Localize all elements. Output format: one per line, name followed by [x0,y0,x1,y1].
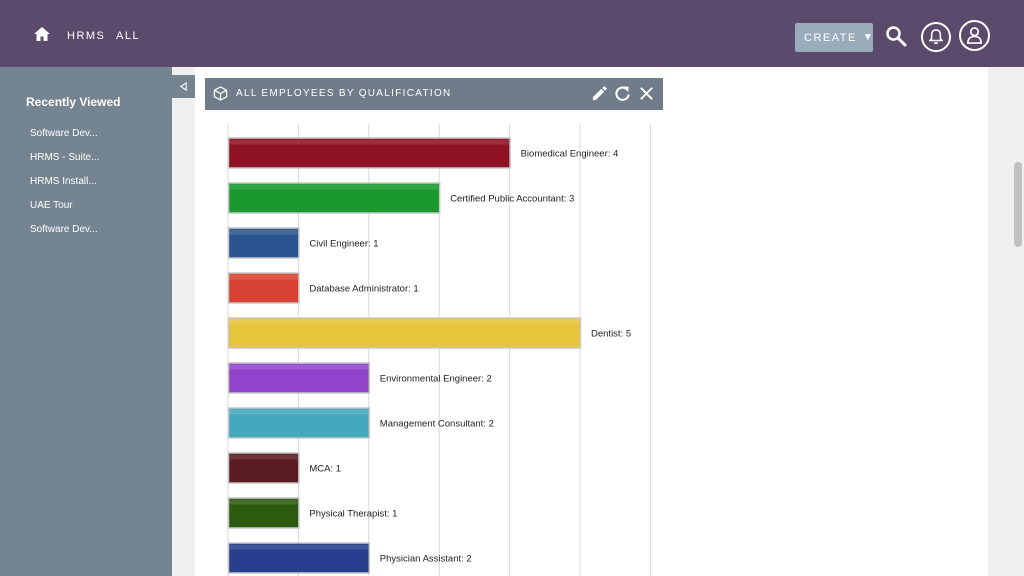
bar-highlight-3 [229,274,298,280]
user-menu-button[interactable] [959,20,990,51]
bar-highlight-7 [229,454,298,460]
bell-icon [929,29,943,45]
bar-8[interactable] [227,497,300,529]
bar-label-5: Environmental Engineer: 2 [380,374,492,385]
qualification-bar-chart: Biomedical Engineer: 4 Certified Public A… [205,110,663,576]
bar-2[interactable] [227,227,300,259]
home-icon[interactable] [33,25,51,43]
bar-0[interactable] [227,137,511,169]
sidebar-title: Recently Viewed [26,95,121,109]
top-navigation-bar: HRMS ALL CREATE ▼ [0,0,1024,67]
bar-highlight-5 [229,364,369,370]
page-scrollbar[interactable] [1012,67,1024,576]
bar-1[interactable] [227,182,441,214]
bar-3[interactable] [227,272,300,304]
nav-link-all[interactable]: ALL [116,30,141,42]
search-icon[interactable] [885,25,907,47]
bar-label-6: Management Consultant: 2 [380,419,494,430]
caret-down-icon: ▼ [862,32,875,43]
sidebar-item-recent-5[interactable]: Software Dev... [30,224,98,235]
bar-highlight-0 [229,139,510,145]
triangle-left-icon [179,82,187,91]
sidebar-item-recent-4[interactable]: UAE Tour [30,200,73,211]
dashlet-title: ALL EMPLOYEES BY QUALIFICATION [236,88,452,99]
chart-canvas: Biomedical Engineer: 4 Certified Public A… [227,124,651,576]
sidebar-item-recent-3[interactable]: HRMS Install... [30,176,97,187]
bar-highlight-8 [229,499,298,505]
bar-7[interactable] [227,452,300,484]
sidebar: Recently Viewed Software Dev... HRMS - S… [0,67,172,576]
bar-highlight-2 [229,229,298,235]
bar-highlight-6 [229,409,369,415]
bar-highlight-4 [229,319,580,325]
create-button[interactable]: CREATE ▼ [795,23,873,52]
bar-label-8: Physical Therapist: 1 [309,509,397,520]
nav-link-hrms[interactable]: HRMS [67,30,106,42]
bar-9[interactable] [227,542,371,574]
bar-label-2: Civil Engineer: 1 [309,239,378,250]
bar-highlight-9 [229,544,369,550]
bar-5[interactable] [227,362,371,394]
create-button-label: CREATE [804,31,857,44]
sidebar-item-recent-2[interactable]: HRMS - Suite... [30,152,100,163]
user-icon [967,27,982,44]
bar-6[interactable] [227,407,371,439]
bar-label-4: Dentist: 5 [591,329,631,340]
refresh-icon[interactable] [614,85,631,102]
cube-icon [213,86,228,101]
bar-highlight-1 [229,184,439,190]
bar-label-1: Certified Public Accountant: 3 [450,194,574,205]
close-icon[interactable] [638,85,655,102]
bar-label-9: Physician Assistant: 2 [380,554,472,565]
sidebar-collapse-button[interactable] [172,75,195,98]
bar-label-3: Database Administrator: 1 [309,284,418,295]
pencil-icon[interactable] [591,85,608,102]
bar-label-0: Biomedical Engineer: 4 [521,149,619,160]
bar-label-7: MCA: 1 [309,464,341,475]
dashlet-header: ALL EMPLOYEES BY QUALIFICATION [205,78,663,110]
notifications-button[interactable] [921,22,951,52]
scrollbar-thumb[interactable] [1014,162,1022,247]
bar-4[interactable] [227,317,582,349]
sidebar-item-recent-1[interactable]: Software Dev... [30,128,98,139]
